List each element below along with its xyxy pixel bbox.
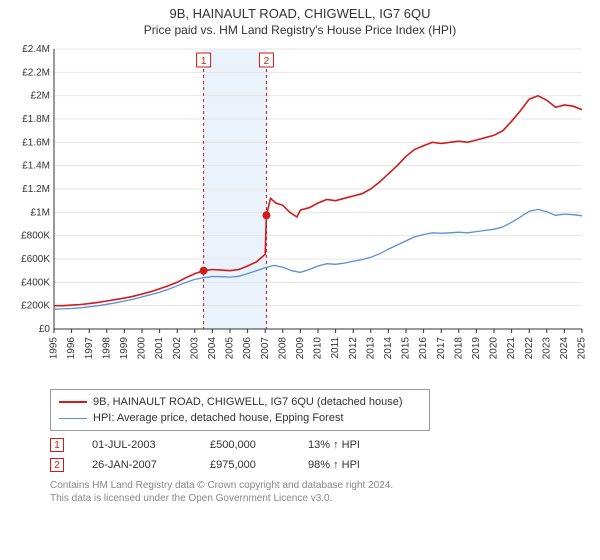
- event-marker: 2: [50, 458, 64, 472]
- svg-text:2018: 2018: [453, 337, 464, 360]
- svg-text:2012: 2012: [348, 337, 359, 360]
- svg-text:2006: 2006: [242, 337, 253, 360]
- legend-item: HPI: Average price, detached house, Eppi…: [59, 410, 421, 426]
- svg-text:2004: 2004: [207, 337, 218, 360]
- svg-text:£1.6M: £1.6M: [22, 137, 50, 148]
- svg-text:£400K: £400K: [21, 277, 50, 288]
- svg-text:1995: 1995: [49, 337, 60, 360]
- event-price: £500,000: [210, 439, 280, 451]
- svg-text:2000: 2000: [137, 337, 148, 360]
- svg-text:£800K: £800K: [21, 231, 50, 242]
- footer-line-2: This data is licensed under the Open Gov…: [50, 492, 592, 505]
- svg-text:£2M: £2M: [31, 91, 50, 102]
- page-subtitle: Price paid vs. HM Land Registry's House …: [8, 23, 592, 37]
- svg-text:1996: 1996: [66, 337, 77, 360]
- svg-text:2019: 2019: [471, 337, 482, 360]
- event-price: £975,000: [210, 459, 280, 471]
- legend-swatch: [59, 418, 87, 419]
- svg-text:2: 2: [264, 56, 270, 67]
- event-pct: 98% ↑ HPI: [308, 459, 398, 471]
- svg-text:2020: 2020: [489, 337, 500, 360]
- svg-text:2010: 2010: [313, 337, 324, 360]
- svg-text:1: 1: [201, 56, 207, 67]
- svg-text:£600K: £600K: [21, 254, 50, 265]
- event-date: 01-JUL-2003: [92, 439, 182, 451]
- svg-text:2014: 2014: [383, 337, 394, 360]
- events-table: 1 01-JUL-2003 £500,000 13% ↑ HPI 2 26-JAN-200…: [50, 435, 592, 475]
- legend-item: 9B, HAINAULT ROAD, CHIGWELL, IG7 6QU (de…: [59, 394, 421, 410]
- svg-text:2011: 2011: [330, 337, 341, 359]
- svg-text:2015: 2015: [401, 337, 412, 360]
- svg-text:2023: 2023: [541, 337, 552, 360]
- legend-label: HPI: Average price, detached house, Eppi…: [93, 412, 344, 424]
- svg-text:2025: 2025: [577, 337, 588, 360]
- legend-label: 9B, HAINAULT ROAD, CHIGWELL, IG7 6QU (de…: [93, 396, 403, 408]
- footer-attribution: Contains HM Land Registry data © Crown c…: [50, 479, 592, 505]
- footer-line-1: Contains HM Land Registry data © Crown c…: [50, 479, 592, 492]
- svg-text:2005: 2005: [225, 337, 236, 360]
- price-chart: £0 £200K £400K £600K £800K £1M £1.2M £1.4M £1.6M…: [8, 43, 592, 383]
- event-row: 1 01-JUL-2003 £500,000 13% ↑ HPI: [50, 435, 592, 455]
- svg-text:£1M: £1M: [31, 207, 50, 218]
- svg-text:£0: £0: [39, 324, 51, 335]
- page-title: 9B, HAINAULT ROAD, CHIGWELL, IG7 6QU: [8, 6, 592, 21]
- svg-text:£2.4M: £2.4M: [22, 44, 50, 55]
- svg-text:2008: 2008: [277, 337, 288, 360]
- svg-text:£1.4M: £1.4M: [22, 161, 50, 172]
- svg-text:2013: 2013: [365, 337, 376, 360]
- svg-text:2021: 2021: [506, 337, 517, 360]
- svg-text:£1.2M: £1.2M: [22, 184, 50, 195]
- svg-text:2003: 2003: [189, 337, 200, 360]
- svg-text:2024: 2024: [559, 337, 570, 360]
- chart-container: 9B, HAINAULT ROAD, CHIGWELL, IG7 6QU Pri…: [0, 0, 600, 560]
- svg-text:2022: 2022: [524, 337, 535, 360]
- svg-text:1999: 1999: [119, 337, 130, 360]
- svg-text:£200K: £200K: [21, 301, 50, 312]
- svg-text:2017: 2017: [436, 337, 447, 360]
- legend: 9B, HAINAULT ROAD, CHIGWELL, IG7 6QU (de…: [50, 389, 430, 431]
- svg-text:£1.8M: £1.8M: [22, 114, 50, 125]
- svg-text:£2.2M: £2.2M: [22, 67, 50, 78]
- svg-text:2002: 2002: [172, 337, 183, 360]
- event-row: 2 26-JAN-2007 £975,000 98% ↑ HPI: [50, 455, 592, 475]
- event-pct: 13% ↑ HPI: [308, 439, 398, 451]
- svg-text:2009: 2009: [295, 337, 306, 360]
- svg-text:1997: 1997: [84, 337, 95, 360]
- legend-swatch: [59, 401, 87, 403]
- event-date: 26-JAN-2007: [92, 459, 182, 471]
- svg-text:1998: 1998: [101, 337, 112, 360]
- svg-text:2016: 2016: [418, 337, 429, 360]
- event-marker: 1: [50, 438, 64, 452]
- svg-text:2007: 2007: [260, 337, 271, 360]
- svg-text:2001: 2001: [154, 337, 165, 360]
